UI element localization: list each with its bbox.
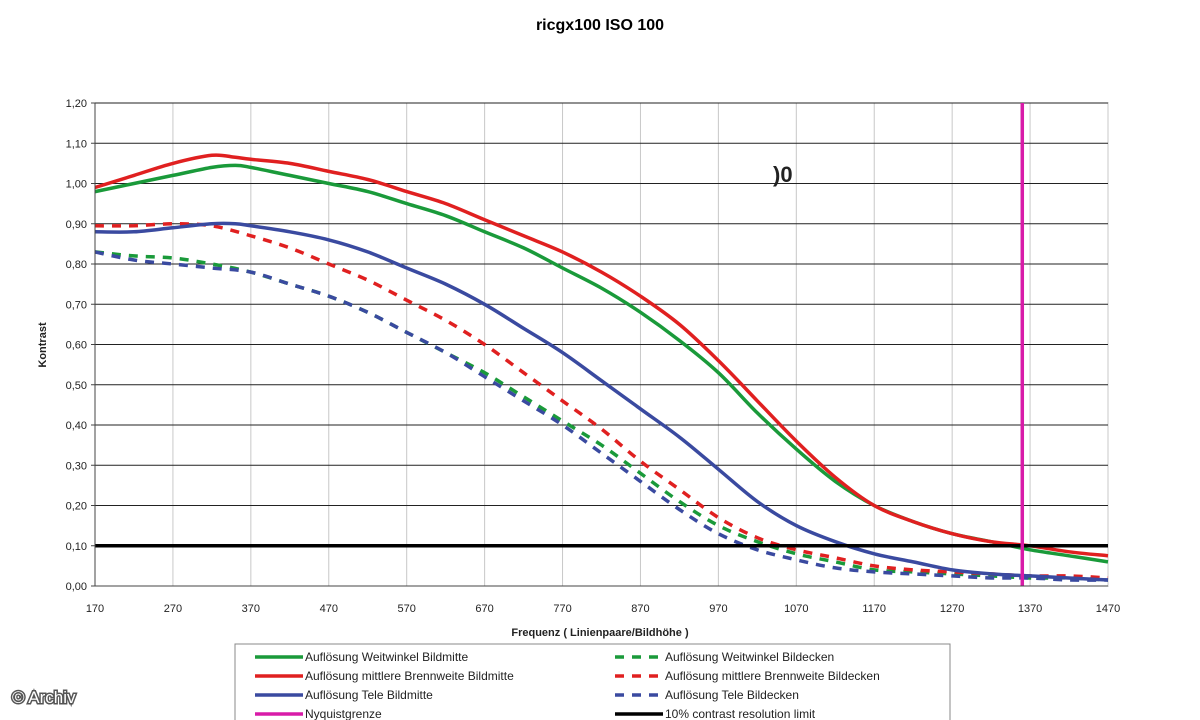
legend-label-aufloesung-weitwinkel-bildecken: Auflösung Weitwinkel Bildecken — [665, 650, 834, 664]
x-tick-label: 570 — [398, 603, 416, 615]
y-tick-label: 1,00 — [66, 179, 87, 191]
y-axis-label: Kontrast — [37, 322, 49, 368]
x-tick-label: 1370 — [1018, 603, 1042, 615]
series-aufloesung-weitwinkel-bildecken — [94, 250, 1109, 582]
series-aufloesung-tele-bildecken — [94, 250, 1109, 582]
grid — [94, 102, 1109, 587]
axes: 170 270 370 470 570 670 770 870 970 1070 1170 1270 1… — [66, 98, 1121, 615]
x-tick-label: 670 — [475, 603, 493, 615]
y-tick-label: 0,60 — [66, 340, 87, 352]
y-tick-label: 1,10 — [66, 138, 87, 150]
x-tick-label: 970 — [709, 603, 727, 615]
y-tick-label: 0,80 — [66, 259, 87, 271]
y-tick-label: 0,40 — [66, 420, 87, 432]
watermark: © Archiv — [12, 688, 76, 707]
chart-annotation: )0 — [773, 162, 793, 187]
y-tick-label: 0,70 — [66, 299, 87, 311]
series-aufloesung-mittlere-brennweite-bildecken — [94, 222, 1109, 580]
chart-title: ricgx100 ISO 100 — [536, 17, 664, 34]
legend: Auflösung Weitwinkel Bildmitte Auflösung … — [234, 643, 951, 720]
legend-label-aufloesung-tele-bildecken: Auflösung Tele Bildecken — [665, 688, 799, 702]
y-tick-label: 0,00 — [66, 581, 87, 593]
x-tick-label: 1270 — [940, 603, 964, 615]
x-tick-label: 270 — [164, 603, 182, 615]
y-tick-label: 0,30 — [66, 460, 87, 472]
y-tick-label: 0,90 — [66, 219, 87, 231]
x-tick-label: 1470 — [1096, 603, 1120, 615]
y-tick-label: 0,10 — [66, 541, 87, 553]
legend-label-aufloesung-tele-bildmitte: Auflösung Tele Bildmitte — [305, 688, 433, 702]
y-tick-label: 0,50 — [66, 380, 87, 392]
series-aufloesung-mittlere-brennweite-bildmitte — [94, 153, 1109, 558]
y-tick-label: 0,20 — [66, 501, 87, 513]
legend-label-aufloesung-mittlere-brennweite-bildmitte: Auflösung mittlere Brennweite Bildmitte — [305, 669, 514, 683]
legend-label-10pct-contrast-resolution-limit: 10% contrast resolution limit — [665, 707, 816, 720]
legend-label-nyquistgrenze: Nyquistgrenze — [305, 707, 382, 720]
x-tick-label: 470 — [320, 603, 338, 615]
x-tick-label: 170 — [86, 603, 104, 615]
legend-label-aufloesung-weitwinkel-bildmitte: Auflösung Weitwinkel Bildmitte — [305, 650, 469, 664]
series-layer — [94, 103, 1109, 586]
x-tick-label: 1170 — [862, 603, 886, 615]
y-tick-label: 1,20 — [66, 98, 87, 110]
x-tick-label: 1070 — [784, 603, 808, 615]
legend-label-aufloesung-mittlere-brennweite-bildecken: Auflösung mittlere Brennweite Bildecken — [665, 669, 880, 683]
x-tick-label: 770 — [553, 603, 571, 615]
x-axis-label: Frequenz ( Linienpaare/Bildhöhe ) — [511, 627, 689, 639]
series-aufloesung-tele-bildmitte — [94, 221, 1109, 582]
legend-box — [234, 643, 951, 720]
x-tick-label: 370 — [242, 603, 260, 615]
x-tick-label: 870 — [631, 603, 649, 615]
